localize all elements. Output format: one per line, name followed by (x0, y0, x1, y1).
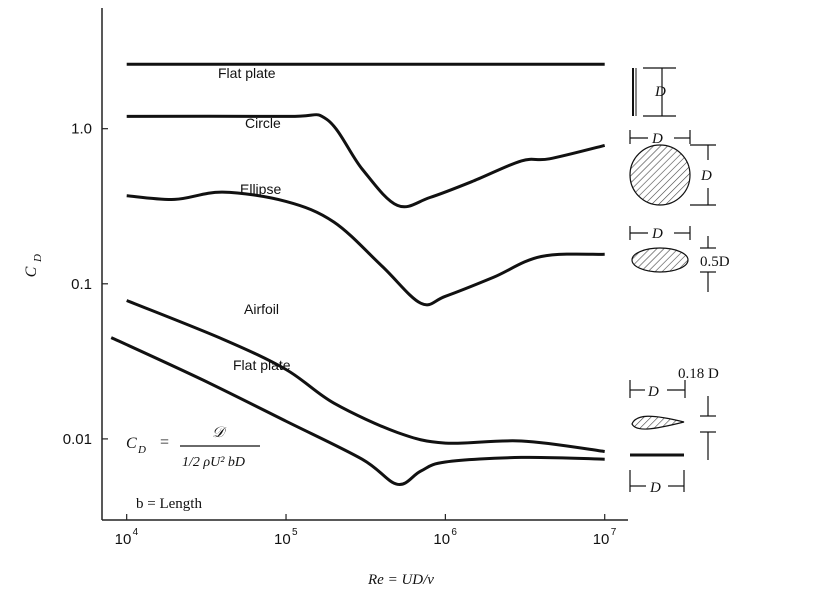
x-tick-exponent: 6 (451, 527, 457, 538)
formula-denominator: 1/2 ρU² bD (182, 455, 245, 470)
series-ellipse (126, 190, 605, 307)
x-tick-exponent: 5 (292, 527, 298, 538)
label-ellipse: Ellipse (240, 181, 281, 197)
y-tick-label: 0.01 (63, 431, 92, 448)
x-axis-ticks: 10 4 10 5 10 6 10 7 (115, 514, 617, 548)
x-tick-label: 10 (115, 531, 132, 548)
x-tick-label: 10 (593, 531, 610, 548)
y-axis-label-sub: D (32, 254, 44, 263)
drag-coefficient-formula: C D = 𝒟 1/2 ρU² bD b = Length (126, 425, 260, 512)
flat-plate-horizontal-sketch: D (629, 453, 685, 496)
x-tick-exponent: 4 (133, 527, 139, 538)
series-group (110, 62, 606, 486)
label-flat-plate-top: Flat plate (218, 65, 276, 81)
formula-equals: = (160, 434, 169, 451)
dim-circle-width-D: D (651, 131, 663, 147)
label-circle: Circle (245, 115, 281, 131)
dim-airfoil-width-D: D (647, 384, 659, 400)
formula-numerator: 𝒟 (212, 425, 227, 441)
dim-circle-height-D: D (700, 168, 712, 184)
dim-flat-plate-D: D (654, 84, 666, 100)
ellipse-sketch: D 0.5D (629, 226, 730, 292)
dim-plate-width-D: D (649, 480, 661, 496)
y-tick-label: 1.0 (71, 121, 92, 138)
x-tick-label: 10 (433, 531, 450, 548)
airfoil-sketch: D 0.18 D (629, 366, 719, 460)
flat-plate-vertical-sketch: D (632, 67, 676, 117)
y-axis-label-main: C (23, 266, 40, 277)
label-flat-plate-bottom: Flat plate (233, 357, 291, 373)
label-airfoil: Airfoil (244, 301, 279, 317)
series-airfoil (126, 299, 605, 453)
circle-sketch: D D (629, 130, 716, 206)
x-tick-label: 10 (274, 531, 291, 548)
series-flat-plate-parallel (110, 336, 605, 486)
dim-ellipse-width-D: D (651, 226, 663, 242)
formula-lhs-sub: D (137, 444, 146, 456)
x-axis-label: Re = UD/ν (367, 572, 434, 588)
b-length-note: b = Length (136, 496, 202, 512)
plot-frame (101, 8, 628, 521)
y-tick-label: 0.1 (71, 276, 92, 293)
y-axis-label: C D (23, 254, 44, 277)
x-tick-exponent: 7 (611, 527, 617, 538)
shape-sketches: D D D D 0.5D (629, 67, 730, 496)
series-circle (126, 113, 606, 209)
y-axis-ticks: 1.0 0.1 0.01 (63, 121, 108, 448)
dim-airfoil-thickness: 0.18 D (678, 366, 719, 382)
dim-ellipse-height: 0.5D (700, 254, 730, 270)
formula-lhs: C (126, 435, 137, 452)
